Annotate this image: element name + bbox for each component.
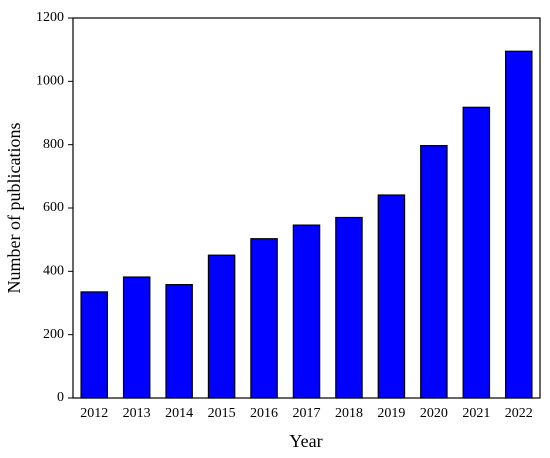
x-tick-label: 2018 [335, 406, 363, 421]
x-tick-label: 2015 [208, 406, 236, 421]
y-tick-label: 200 [43, 327, 64, 342]
y-tick-label: 1200 [36, 10, 64, 25]
x-tick-label: 2022 [505, 406, 533, 421]
x-tick-label: 2012 [80, 406, 108, 421]
x-tick-label: 2020 [420, 406, 448, 421]
plot-frame [72, 17, 541, 399]
x-tick-label: 2016 [250, 406, 278, 421]
y-tick-label: 1000 [36, 74, 64, 89]
y-tick-label: 400 [43, 264, 64, 279]
x-tick-label: 2019 [377, 406, 405, 421]
bar [462, 106, 491, 399]
bar [165, 284, 193, 399]
y-tick-label: 800 [43, 137, 64, 152]
y-tick-label: 600 [43, 200, 64, 215]
bar [377, 194, 406, 399]
bar [207, 254, 236, 399]
bar [292, 224, 321, 399]
x-axis-title: Year [289, 431, 322, 451]
y-axis-title: Number of publications [4, 123, 24, 294]
x-tick-label: 2013 [123, 406, 151, 421]
x-tick-label: 2021 [462, 406, 490, 421]
bar [505, 50, 533, 399]
bar [335, 216, 363, 399]
x-tick-label: 2017 [293, 406, 321, 421]
bar [420, 145, 448, 399]
x-tick-label: 2014 [165, 406, 193, 421]
y-tick-label: 0 [57, 390, 64, 405]
bar [122, 276, 151, 399]
bar [250, 238, 278, 399]
bar [80, 291, 108, 399]
